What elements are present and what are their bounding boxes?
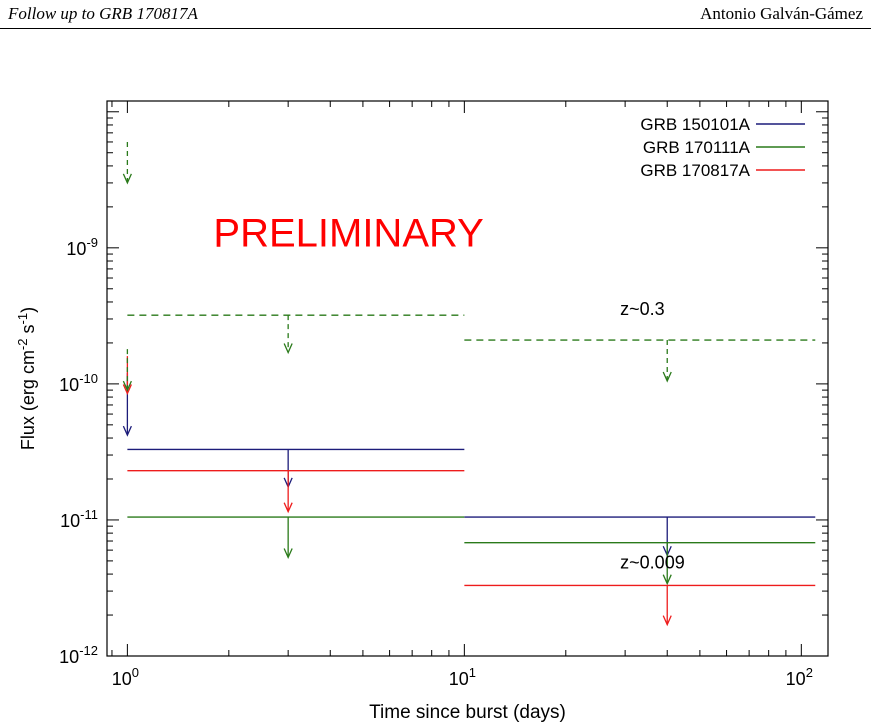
x-tick-label-base: 10 bbox=[112, 669, 132, 689]
series-0 bbox=[127, 448, 816, 518]
y-axis-label-exponent: -2 bbox=[15, 339, 30, 351]
series-1 bbox=[127, 516, 816, 544]
series-3-limit-0-arrow-head bbox=[122, 173, 132, 185]
legend-entry-label: GRB 170817A bbox=[640, 161, 750, 180]
series-2 bbox=[127, 470, 816, 587]
series-3-limit-3-arrow-head bbox=[662, 371, 672, 383]
x-tick-label-exponent: 1 bbox=[469, 665, 476, 680]
x-tick-label-exponent: 2 bbox=[806, 665, 813, 680]
header-running-title: Follow up to GRB 170817A bbox=[8, 4, 198, 23]
series-2-limit-1-arrow-head bbox=[283, 502, 293, 514]
y-axis-label-part: s bbox=[18, 324, 38, 338]
legend-entry-label: GRB 150101A bbox=[640, 115, 750, 134]
y-tick-label-exponent: -11 bbox=[80, 507, 98, 522]
x-tick-label-exponent: 0 bbox=[132, 665, 139, 680]
series-0-limit-0-arrow-head bbox=[122, 425, 132, 437]
y-tick-label-base: 10 bbox=[60, 511, 80, 531]
redshift-annotation: z~0.009 bbox=[620, 552, 685, 572]
series-3-limit-2-arrow-head bbox=[283, 343, 293, 355]
y-tick-label-exponent: -9 bbox=[86, 235, 98, 250]
plot-frame bbox=[106, 100, 829, 657]
y-tick-label: 10-10 bbox=[59, 371, 98, 395]
y-tick-label-base: 10 bbox=[66, 239, 86, 259]
y-tick-label: 10-11 bbox=[60, 507, 98, 531]
x-tick-label-base: 10 bbox=[786, 669, 806, 689]
series-1-limit-1-arrow-head bbox=[662, 574, 672, 586]
y-tick-label-base: 10 bbox=[59, 647, 79, 667]
x-tick-label: 102 bbox=[786, 665, 813, 689]
series-2-limit-2-arrow-head bbox=[662, 615, 672, 627]
series-3 bbox=[127, 314, 816, 341]
y-axis-label: Flux (erg cm-2 s-1) bbox=[15, 307, 38, 450]
y-tick-label: 10-9 bbox=[66, 235, 98, 259]
y-axis-label-exponent: -1 bbox=[15, 313, 30, 325]
x-tick-label: 100 bbox=[112, 665, 139, 689]
x-axis-label: Time since burst (days) bbox=[369, 702, 566, 723]
y-axis-label-part: Flux (erg cm bbox=[18, 350, 38, 450]
y-tick-label-base: 10 bbox=[59, 375, 79, 395]
y-tick-label-exponent: -12 bbox=[79, 643, 98, 658]
series-1-limit-0-arrow-head bbox=[283, 548, 293, 560]
legend-entry-label: GRB 170111A bbox=[643, 138, 751, 157]
page-header: Follow up to GRB 170817A Antonio Galván-… bbox=[0, 0, 871, 29]
x-tick-label: 101 bbox=[449, 665, 476, 689]
series-3-limit-1-arrow-head bbox=[122, 380, 132, 392]
redshift-annotation: z~0.3 bbox=[620, 299, 665, 319]
series-2-limit-0-arrow-head bbox=[122, 384, 132, 396]
x-tick-label-base: 10 bbox=[449, 669, 469, 689]
preliminary-watermark: PRELIMINARY bbox=[213, 212, 483, 256]
header-author: Antonio Galván-Gámez bbox=[700, 4, 863, 23]
y-tick-label-exponent: -10 bbox=[79, 371, 98, 386]
y-axis-label-part: ) bbox=[18, 307, 38, 313]
y-tick-label: 10-12 bbox=[59, 643, 98, 667]
